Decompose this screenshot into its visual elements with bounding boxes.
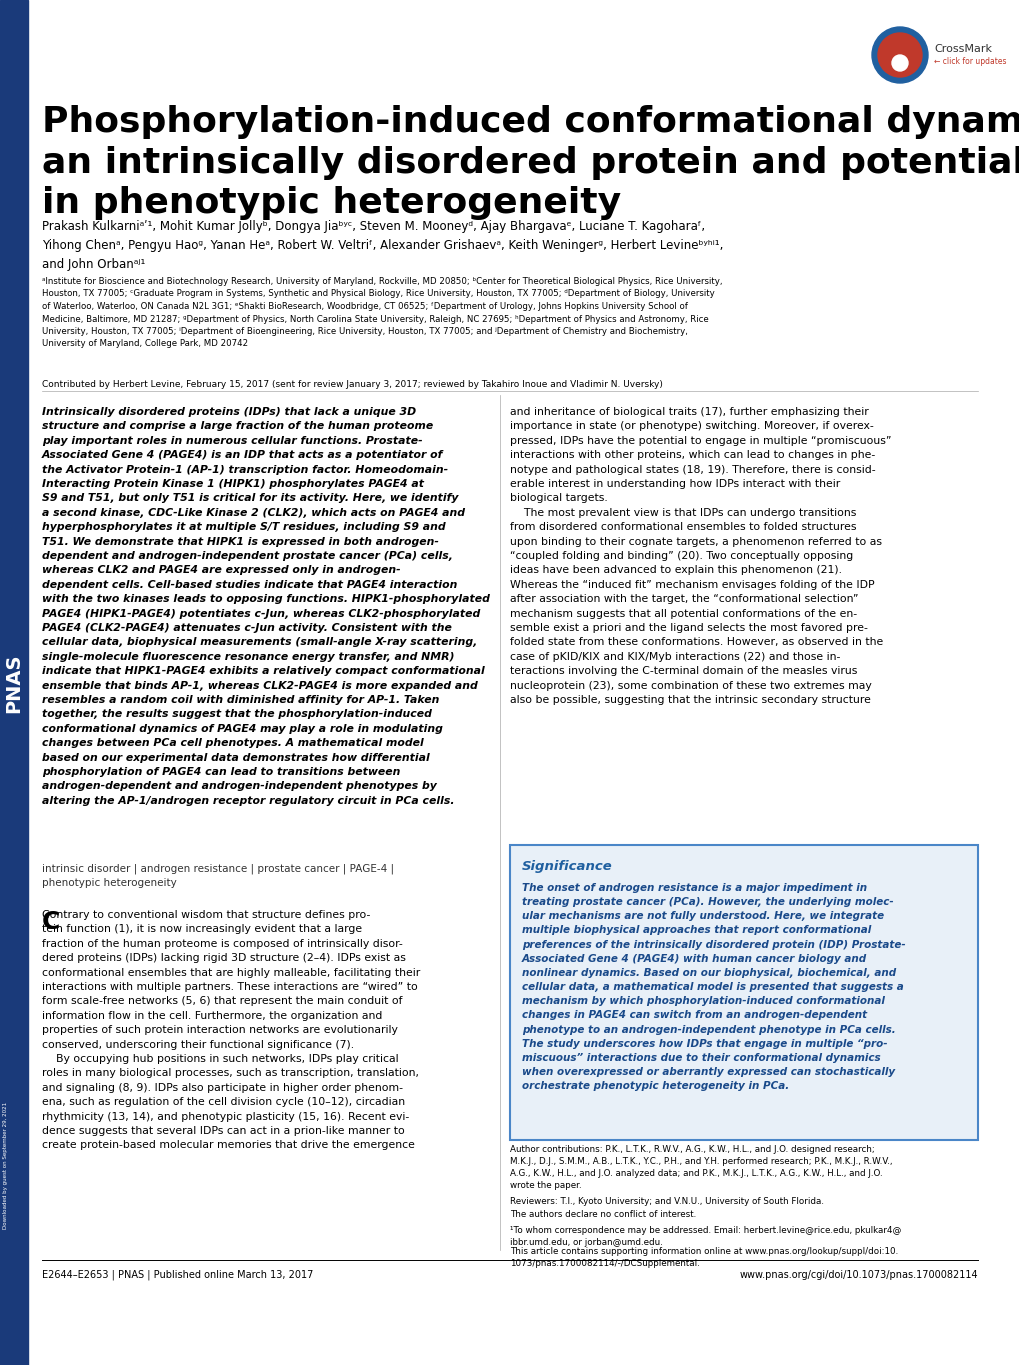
Text: E2644–E2653 | PNAS | Published online March 13, 2017: E2644–E2653 | PNAS | Published online Ma… [42,1269,313,1280]
Text: and inheritance of biological traits (17), further emphasizing their
importance : and inheritance of biological traits (17… [510,407,891,704]
Bar [0,0,28,1365]
Circle shape [877,33,921,76]
Circle shape [871,27,927,83]
Text: Significance: Significance [522,860,612,874]
Text: Phosphorylation-induced conformational dynamics in
an intrinsically disordered p: Phosphorylation-induced conformational d… [42,105,1019,221]
Text: This article contains supporting information online at www.pnas.org/lookup/suppl: This article contains supporting informa… [510,1248,898,1268]
Text: The onset of androgen resistance is a major impediment in
treating prostate canc: The onset of androgen resistance is a ma… [522,883,905,1091]
FancyBboxPatch shape [510,845,977,1140]
Text: www.pnas.org/cgi/doi/10.1073/pnas.1700082114: www.pnas.org/cgi/doi/10.1073/pnas.170008… [739,1269,977,1280]
Circle shape [892,55,907,71]
Text: Intrinsically disordered proteins (IDPs) that lack a unique 3D
structure and com: Intrinsically disordered proteins (IDPs)… [42,407,489,805]
Text: ᵃInstitute for Bioscience and Biotechnology Research, University of Maryland, Ro: ᵃInstitute for Bioscience and Biotechnol… [42,277,721,348]
Text: CrossMark: CrossMark [933,44,991,55]
Text: Contrary to conventional wisdom that structure defines pro-
tein function (1), i: Contrary to conventional wisdom that str… [42,910,420,1151]
Text: ¹To whom correspondence may be addressed. Email: herbert.levine@rice.edu, pkulka: ¹To whom correspondence may be addressed… [510,1226,901,1248]
Text: PNAS: PNAS [4,654,23,713]
Text: Author contributions: P.K., L.T.K., R.W.V., A.G., K.W., H.L., and J.O. designed : Author contributions: P.K., L.T.K., R.W.… [510,1145,892,1190]
Text: intrinsic disorder | androgen resistance | prostate cancer | PAGE-4 |
phenotypic: intrinsic disorder | androgen resistance… [42,863,393,887]
Text: Contributed by Herbert Levine, February 15, 2017 (sent for review January 3, 201: Contributed by Herbert Levine, February … [42,379,662,389]
Text: Prakash Kulkarniᵃʹ¹, Mohit Kumar Jollyᵇ, Dongya Jiaᵇʸᶜ, Steven M. Mooneyᵈ, Ajay : Prakash Kulkarniᵃʹ¹, Mohit Kumar Jollyᵇ,… [42,220,722,272]
Text: Downloaded by guest on September 29, 2021: Downloaded by guest on September 29, 202… [3,1102,8,1228]
Text: ← click for updates: ← click for updates [933,56,1006,66]
Text: Reviewers: T.I., Kyoto University; and V.N.U., University of South Florida.: Reviewers: T.I., Kyoto University; and V… [510,1197,823,1207]
Text: The authors declare no conflict of interest.: The authors declare no conflict of inter… [510,1209,696,1219]
Text: C: C [42,910,60,934]
